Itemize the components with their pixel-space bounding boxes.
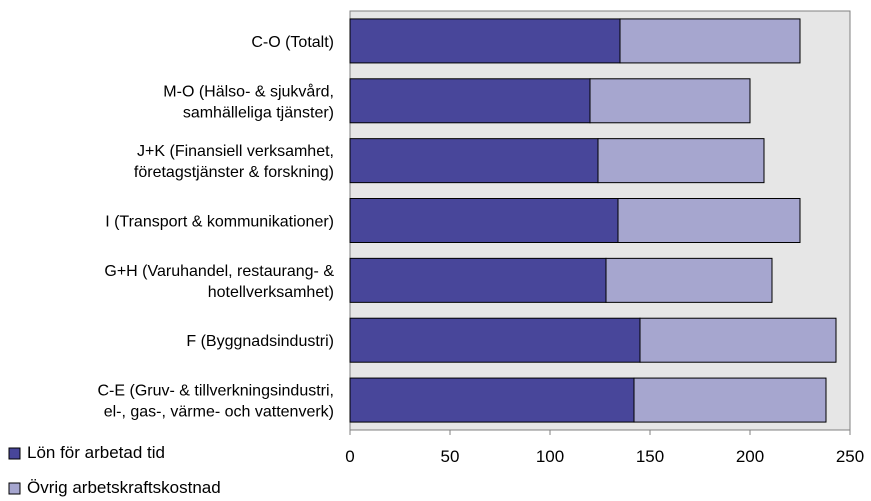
- bar-ovrig-3: [617, 198, 801, 243]
- bar-ovrig-1: [589, 78, 751, 124]
- bar-ovrig-0: [619, 18, 801, 64]
- x-tick-label-2: 100: [536, 447, 564, 466]
- x-tick-label-3: 150: [636, 447, 664, 466]
- category-labels: C-O (Totalt) M-O (Hälso- & sjukvård, samhä…: [98, 34, 335, 421]
- category-label-3: I (Transport & kommunikationer): [105, 214, 334, 231]
- bar-lon-0: [349, 18, 621, 64]
- bar-lon-1: [349, 78, 591, 124]
- bar-ovrig-4: [605, 257, 773, 303]
- legend-swatch-0: [8, 447, 21, 460]
- bar-lon-6: [349, 377, 635, 423]
- category-label-6: C-E (Gruv- & tillverkningsindustri, el-, …: [98, 383, 335, 421]
- category-label-2: J+K (Finansiell verksamhet, företagstjäns…: [134, 143, 334, 181]
- bar-ovrig-6: [633, 377, 827, 423]
- bar-ovrig-5: [639, 317, 837, 363]
- x-tick-label-0: 0: [345, 447, 354, 466]
- bar-lon-4: [349, 257, 607, 303]
- x-tick-label-5: 250: [836, 447, 864, 466]
- bars-group: [349, 18, 837, 423]
- legend-label-0: Lön för arbetad tid: [27, 443, 165, 462]
- bar-lon-2: [349, 138, 599, 184]
- x-tick-label-1: 50: [441, 447, 460, 466]
- category-label-1: M-O (Hälso- & sjukvård, samhälleliga tjän…: [163, 82, 334, 121]
- category-label-0: C-O (Totalt): [251, 34, 334, 51]
- x-axis-ticks: 0 50 100 150 200 250: [345, 430, 864, 466]
- legend-swatch-1: [8, 482, 21, 495]
- category-label-4: G+H (Varuhandel, restaurang- & hotellverk…: [104, 263, 334, 301]
- bar-lon-3: [349, 198, 619, 243]
- category-label-5: F (Byggnadsindustri): [186, 333, 334, 350]
- legend-label-1: Övrig arbetskraftskostnad: [27, 478, 221, 497]
- bar-lon-5: [349, 317, 641, 363]
- bar-ovrig-2: [597, 138, 765, 184]
- legend: Lön för arbetad tid Övrig arbetskraftskos…: [8, 443, 221, 497]
- x-tick-label-4: 200: [736, 447, 764, 466]
